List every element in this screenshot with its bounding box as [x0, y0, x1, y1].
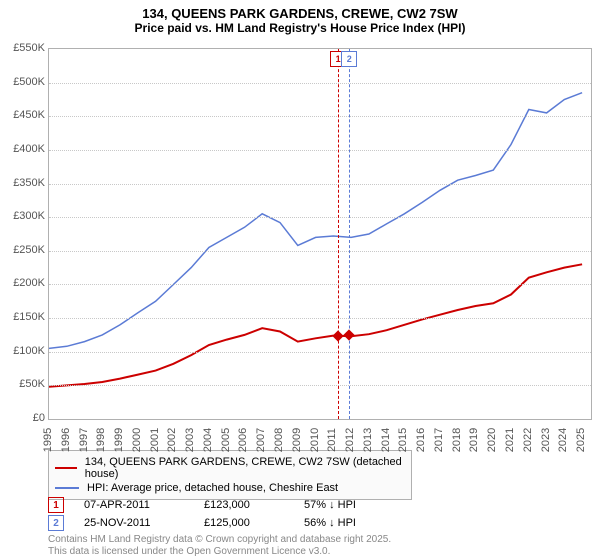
- sales-table: 1 07-APR-2011 £123,000 57% ↓ HPI 2 25-NOV-201…: [48, 496, 356, 532]
- footer-line1: Contains HM Land Registry data © Crown c…: [48, 534, 391, 546]
- sales-row-date: 25-NOV-2011: [84, 517, 184, 529]
- gridline: [49, 184, 591, 185]
- x-axis-label: 2003: [184, 428, 196, 452]
- y-axis-label: £400K: [13, 143, 45, 155]
- series-price_paid: [49, 264, 582, 386]
- gridline: [49, 217, 591, 218]
- x-axis-label: 2021: [504, 428, 516, 452]
- x-axis-label: 2011: [326, 428, 338, 452]
- gridline: [49, 318, 591, 319]
- chart-plot-area: 12: [48, 48, 592, 420]
- x-axis-label: 2013: [362, 428, 374, 452]
- sales-row: 1 07-APR-2011 £123,000 57% ↓ HPI: [48, 496, 356, 514]
- x-axis-label: 1997: [78, 428, 90, 452]
- x-axis-label: 2002: [166, 428, 178, 452]
- x-axis-label: 1996: [60, 428, 72, 452]
- footer: Contains HM Land Registry data © Crown c…: [48, 534, 391, 558]
- x-axis-label: 2005: [220, 428, 232, 452]
- sale-marker-box: 2: [341, 51, 357, 67]
- x-axis-label: 1998: [95, 428, 107, 452]
- legend-item: 134, QUEENS PARK GARDENS, CREWE, CW2 7SW…: [55, 455, 405, 481]
- x-axis-label: 2022: [522, 428, 534, 452]
- y-axis-label: £350K: [13, 177, 45, 189]
- y-axis-label: £550K: [13, 42, 45, 54]
- y-axis-label: £250K: [13, 244, 45, 256]
- x-axis-label: 2019: [468, 428, 480, 452]
- y-axis-label: £500K: [13, 76, 45, 88]
- x-axis-label: 2004: [202, 428, 214, 452]
- sales-row: 2 25-NOV-2011 £125,000 56% ↓ HPI: [48, 514, 356, 532]
- gridline: [49, 352, 591, 353]
- x-axis-label: 2025: [575, 428, 587, 452]
- gridline: [49, 150, 591, 151]
- sales-row-price: £125,000: [204, 517, 284, 529]
- x-axis-label: 2020: [486, 428, 498, 452]
- y-axis-label: £300K: [13, 210, 45, 222]
- x-axis-label: 2014: [380, 428, 392, 452]
- gridline: [49, 284, 591, 285]
- x-axis-label: 2023: [540, 428, 552, 452]
- title-line1: 134, QUEENS PARK GARDENS, CREWE, CW2 7SW: [0, 6, 600, 21]
- sales-row-marker: 1: [48, 497, 64, 513]
- x-axis-label: 1995: [42, 428, 54, 452]
- sale-marker-line: [338, 49, 339, 419]
- x-axis-label: 2015: [397, 428, 409, 452]
- x-axis-label: 2016: [415, 428, 427, 452]
- chart-title-block: 134, QUEENS PARK GARDENS, CREWE, CW2 7SW…: [0, 0, 600, 37]
- series-hpi: [49, 93, 582, 349]
- footer-line2: This data is licensed under the Open Gov…: [48, 546, 391, 558]
- sale-marker-line: [349, 49, 350, 419]
- x-axis-label: 2007: [255, 428, 267, 452]
- legend-label: HPI: Average price, detached house, Ches…: [87, 482, 338, 494]
- legend-item: HPI: Average price, detached house, Ches…: [55, 481, 405, 495]
- chart-svg: [49, 49, 591, 419]
- x-axis-label: 2024: [557, 428, 569, 452]
- x-axis-label: 2000: [131, 428, 143, 452]
- legend-swatch: [55, 487, 79, 489]
- x-axis-label: 2012: [344, 428, 356, 452]
- x-axis-label: 2010: [309, 428, 321, 452]
- gridline: [49, 385, 591, 386]
- sales-row-marker: 2: [48, 515, 64, 531]
- y-axis-label: £200K: [13, 277, 45, 289]
- y-axis-label: £450K: [13, 109, 45, 121]
- sales-row-date: 07-APR-2011: [84, 499, 184, 511]
- legend-swatch: [55, 467, 77, 469]
- sales-row-delta: 57% ↓ HPI: [304, 499, 356, 511]
- gridline: [49, 251, 591, 252]
- x-axis-label: 2018: [451, 428, 463, 452]
- gridline: [49, 83, 591, 84]
- gridline: [49, 116, 591, 117]
- y-axis-label: £50K: [19, 378, 45, 390]
- y-axis-label: £150K: [13, 311, 45, 323]
- y-axis-label: £0: [33, 412, 45, 424]
- x-axis-label: 1999: [113, 428, 125, 452]
- x-axis-label: 2017: [433, 428, 445, 452]
- legend-label: 134, QUEENS PARK GARDENS, CREWE, CW2 7SW…: [85, 456, 405, 480]
- x-axis-label: 2001: [149, 428, 161, 452]
- chart-container: 134, QUEENS PARK GARDENS, CREWE, CW2 7SW…: [0, 0, 600, 560]
- x-axis-label: 2008: [273, 428, 285, 452]
- sales-row-price: £123,000: [204, 499, 284, 511]
- title-line2: Price paid vs. HM Land Registry's House …: [0, 21, 600, 35]
- x-axis-label: 2009: [291, 428, 303, 452]
- legend: 134, QUEENS PARK GARDENS, CREWE, CW2 7SW…: [48, 450, 412, 500]
- y-axis-label: £100K: [13, 345, 45, 357]
- sales-row-delta: 56% ↓ HPI: [304, 517, 356, 529]
- x-axis-label: 2006: [237, 428, 249, 452]
